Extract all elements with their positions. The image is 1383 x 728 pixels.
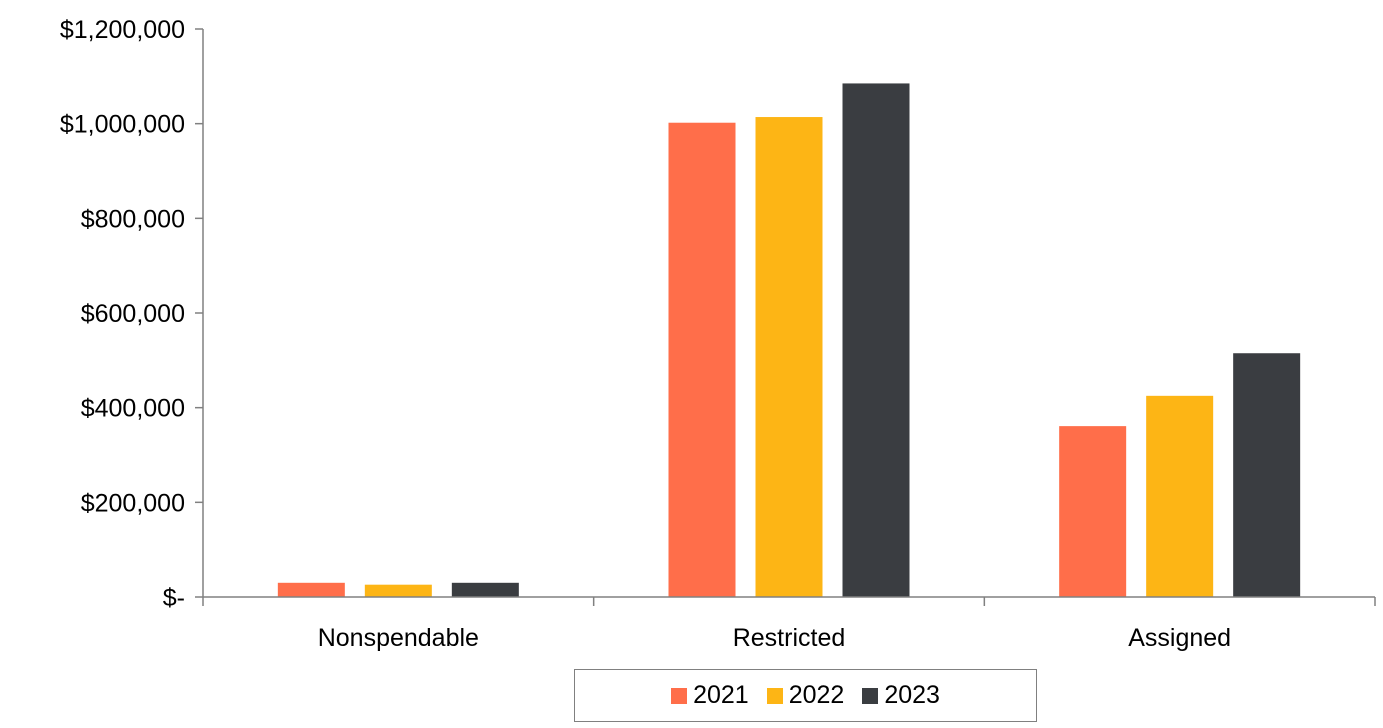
legend-swatch [862, 687, 879, 704]
legend-item-2022: 2022 [766, 681, 845, 710]
bar-2023-assigned [1233, 353, 1301, 597]
y-tick-label: $600,000 [81, 300, 185, 328]
legend-item-2021: 2021 [671, 681, 749, 710]
x-category-label: Restricted [733, 624, 846, 652]
y-tick-label: $200,000 [81, 489, 185, 517]
bar-2021-restricted [668, 122, 736, 597]
axes [202, 29, 1376, 606]
bar-2023-restricted [842, 83, 910, 597]
y-tick-label: $- [163, 584, 185, 612]
legend-label: 2023 [884, 681, 940, 709]
y-tick-label: $800,000 [81, 205, 185, 233]
legend-swatch [671, 687, 688, 704]
bar-2023-nonspendable [451, 582, 519, 597]
bars [277, 83, 1301, 597]
x-category-label: Nonspendable [318, 624, 479, 652]
chart-legend: 2021 2022 2023 [574, 669, 1037, 722]
category-labels: Nonspendable Restricted Assigned [318, 624, 1231, 652]
legend-item-2023: 2023 [862, 681, 940, 710]
legend-label: 2022 [788, 681, 845, 709]
bar-2021-assigned [1059, 426, 1127, 597]
legend-label: 2021 [693, 681, 749, 709]
y-tick-label: $400,000 [81, 395, 185, 423]
legend-swatch [766, 687, 783, 704]
y-tick-label: $1,200,000 [60, 16, 185, 44]
bar-2021-nonspendable [277, 582, 345, 597]
bar-2022-nonspendable [364, 584, 432, 597]
bar-2022-assigned [1146, 395, 1214, 597]
y-tick-label: $1,000,000 [60, 111, 185, 139]
x-category-label: Assigned [1128, 624, 1231, 652]
bar-2022-restricted [755, 117, 823, 597]
y-axis-ticks: $- $200,000 $400,000 $600,000 $800,000 $1,000… [60, 16, 203, 612]
